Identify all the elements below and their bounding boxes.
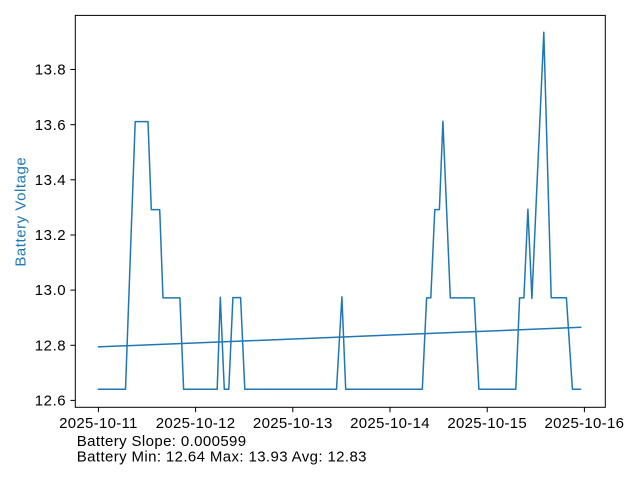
svg-text:2025-10-13: 2025-10-13 — [253, 415, 333, 432]
svg-text:13.0: 13.0 — [35, 282, 66, 299]
svg-text:13.4: 13.4 — [35, 172, 66, 189]
svg-text:2025-10-14: 2025-10-14 — [350, 415, 430, 432]
svg-text:13.6: 13.6 — [35, 117, 66, 134]
svg-text:Battery Slope: 0.000599: Battery Slope: 0.000599 — [77, 433, 247, 450]
svg-text:2025-10-15: 2025-10-15 — [447, 415, 527, 432]
svg-text:2025-10-11: 2025-10-11 — [59, 415, 138, 432]
svg-text:2025-10-12: 2025-10-12 — [156, 415, 236, 432]
svg-text:2025-10-16: 2025-10-16 — [545, 415, 625, 432]
svg-text:12.6: 12.6 — [35, 393, 66, 410]
svg-text:13.8: 13.8 — [35, 62, 66, 79]
svg-text:Battery Min: 12.64 Max: 13.93: Battery Min: 12.64 Max: 13.93 Avg: 12.83 — [77, 449, 367, 466]
svg-text:Battery Voltage: Battery Voltage — [12, 157, 29, 267]
svg-text:12.8: 12.8 — [35, 337, 66, 354]
svg-text:13.2: 13.2 — [35, 227, 66, 244]
